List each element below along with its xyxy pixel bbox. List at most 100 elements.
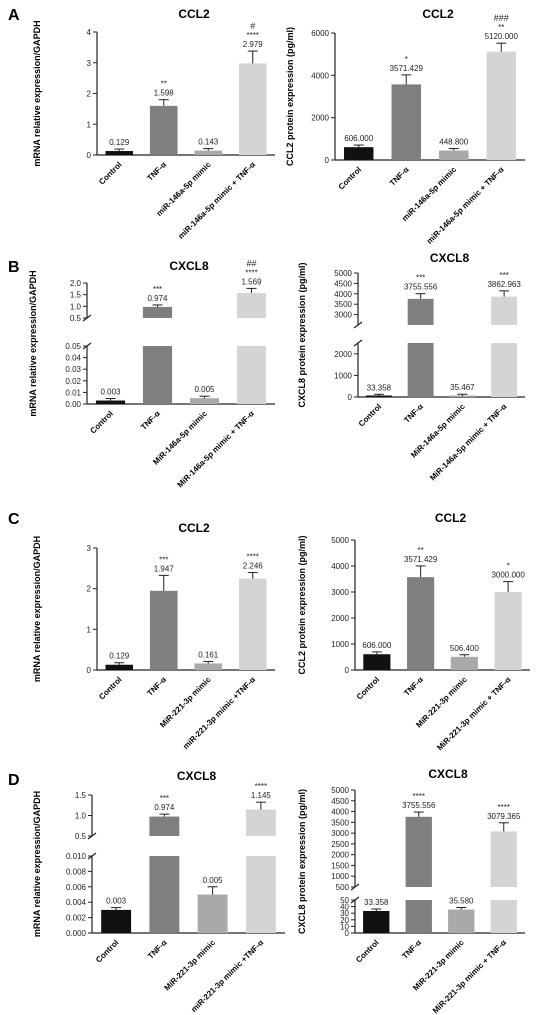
bar [391,84,421,160]
bar [245,856,276,933]
y-tick-label: 4 [87,28,92,37]
data-label: 3571.429 [404,555,438,564]
y-tick-label: 3000 [334,311,352,320]
bar [491,296,518,325]
data-label: 3079.365 [487,812,521,821]
x-tick-label: MiR-146a-5p mimic + TNF-α [428,402,508,482]
data-label: 2.246 [243,562,264,571]
x-tick-label: TNF-α [146,938,169,961]
bar [236,346,267,404]
x-tick-label: Control [97,675,123,701]
y-tick-label: 0.03 [65,365,81,374]
significance-mark: * [405,55,408,64]
y-tick-label: 1 [87,120,92,129]
y-tick-label: 4500 [334,279,352,288]
chart-d-left: CXCL8 mRNA relative expression/GAPDH 0.000… [32,769,285,1014]
x-tick-label: miR-146a-5p mimic + TNF-α [425,165,506,246]
y-tick-label: 0.01 [65,388,81,397]
y-axis-label: mRNA relative expression/GAPDH [32,20,42,166]
y-tick-label: 0.05 [65,342,81,351]
bar [491,343,518,397]
data-label: 33.358 [367,383,392,392]
bar [363,910,390,933]
y-axis-label: CXCL8 protein expression (pg/ml) [297,789,307,934]
data-label: 1.947 [154,564,175,573]
y-tick-label: 1 [87,625,92,634]
bar [344,147,374,160]
significance-mark: ** [161,80,167,89]
y-tick-label: 1000 [334,371,352,380]
x-tick-label: Control [357,402,383,428]
y-tick-label: 2000 [311,114,329,123]
x-tick-label: Control [354,938,380,964]
y-tick-label: 2 [87,585,92,594]
x-tick-label: MiR-221-3p mimic + TNF-α [431,938,508,1015]
data-label: 3000.000 [491,571,525,580]
y-tick-label: 0 [345,666,350,675]
chart-c-right: CCL2 CCL2 protein expression (pg/ml) 0 1000… [297,511,530,752]
x-tick-label: MiR-221-3p mimic + TNF-α [435,675,512,752]
x-tick-label: miR-146a-5p mimic + TNF-α [176,160,257,241]
y-tick-label: 10 [340,922,349,931]
y-tick-label: 0.004 [66,898,87,907]
y-tick-label: 0 [87,151,92,160]
bar [95,400,126,404]
y-tick-label: 3 [87,544,92,553]
chart-title: CXCL8 [430,251,470,265]
x-tick-label: MiR-221-3p mimic [163,938,218,993]
bar [189,398,220,404]
bar [245,809,276,836]
bar [105,151,134,155]
bar [238,578,267,670]
chart-title: CCL2 [178,521,210,535]
y-tick-label: 1.0 [70,302,82,311]
y-axis-label: mRNA relative expression/GAPDH [28,270,38,416]
y-tick-label: 0.002 [66,914,87,923]
x-tick-label: miR-221-3p mimic +TNF-α [181,675,257,751]
y-tick-label: 2000 [331,614,349,623]
chart-title: CXCL8 [177,769,217,783]
significance-mark: **** [247,31,259,40]
data-label: 0.129 [109,652,130,661]
significance-mark: ** [498,23,504,32]
significance-mark: **** [413,792,425,801]
bar [490,900,517,933]
data-label: 3755.556 [404,283,438,292]
data-label: 448.800 [439,138,468,147]
significance-mark: **** [247,553,259,562]
data-label: 1.598 [154,89,175,98]
data-label: 3571.429 [390,64,424,73]
data-label: 0.974 [154,803,175,812]
significance-mark: *** [416,274,425,283]
y-tick-label: 2 [87,90,92,99]
data-label: 0.003 [106,897,127,906]
y-tick-label: 5000 [334,269,352,278]
bar [486,51,516,161]
y-tick-label: 5000 [331,536,349,545]
chart-b-left: CXCL8 mRNA relative expression/GAPDH 0.00 0… [28,258,275,489]
y-tick-label: 5000 [331,786,349,795]
bar [449,395,476,397]
y-tick-label: 6000 [311,29,329,38]
hash-mark: # [250,21,255,31]
data-label: 506.400 [450,644,479,653]
x-tick-label: MiR-146a-5p mimic + TNF-α [176,409,256,489]
bar [490,831,517,887]
chart-title: CCL2 [178,7,210,21]
data-label: 33.358 [364,898,389,907]
bar [101,909,132,933]
y-tick-label: 0.04 [65,354,81,363]
y-tick-label: 4500 [331,797,349,806]
data-label: 0.005 [203,876,224,885]
x-tick-label: TNF-α [402,402,425,425]
y-tick-label: 3000 [331,829,349,838]
chart-title: CXCL8 [428,767,468,781]
bar [407,577,435,670]
x-tick-label: TNF-α [400,938,423,961]
y-tick-label: 30 [340,909,349,918]
x-tick-label: TNF-α [145,160,168,183]
y-tick-label: 1000 [331,640,349,649]
data-label: 5120.000 [485,32,519,41]
bar [142,306,173,318]
significance-mark: ** [418,546,424,555]
